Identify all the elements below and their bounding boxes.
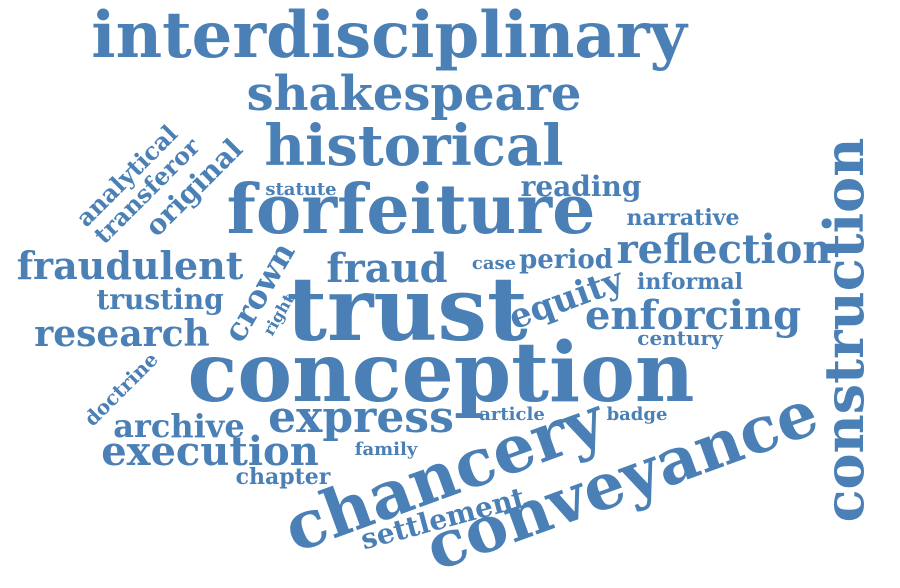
word-fraudulent: fraudulent [16, 243, 244, 288]
word-article: article [479, 404, 545, 425]
word-period: period [519, 245, 613, 275]
word-archive: archive [113, 407, 245, 445]
word-express: express [268, 392, 454, 443]
word-century: century [637, 326, 723, 350]
word-research: research [34, 313, 210, 355]
word-forfeiture: forfeiture [226, 170, 596, 250]
word-reading: reading [520, 170, 642, 203]
word-chapter: chapter [235, 464, 331, 490]
word-narrative: narrative [626, 205, 740, 231]
word-informal: informal [637, 269, 743, 295]
word-shakespeare: shakespeare [246, 66, 582, 122]
word-historical: historical [264, 113, 564, 179]
word-case: case [471, 253, 517, 274]
word-enforcing: enforcing [584, 292, 802, 339]
word-trusting: trusting [96, 283, 224, 316]
word-trust: trust [286, 257, 528, 361]
word-statute: statute [265, 179, 337, 200]
word-interdisciplinary: interdisciplinary [91, 0, 687, 73]
word-execution: execution [101, 428, 319, 475]
word-conception: conception [187, 325, 695, 421]
word-reflection: reflection [616, 226, 832, 273]
word-construction: construction [812, 137, 876, 523]
word-badge: badge [606, 404, 668, 425]
word-fraud: fraud [326, 245, 448, 292]
word-family: family [354, 439, 418, 460]
